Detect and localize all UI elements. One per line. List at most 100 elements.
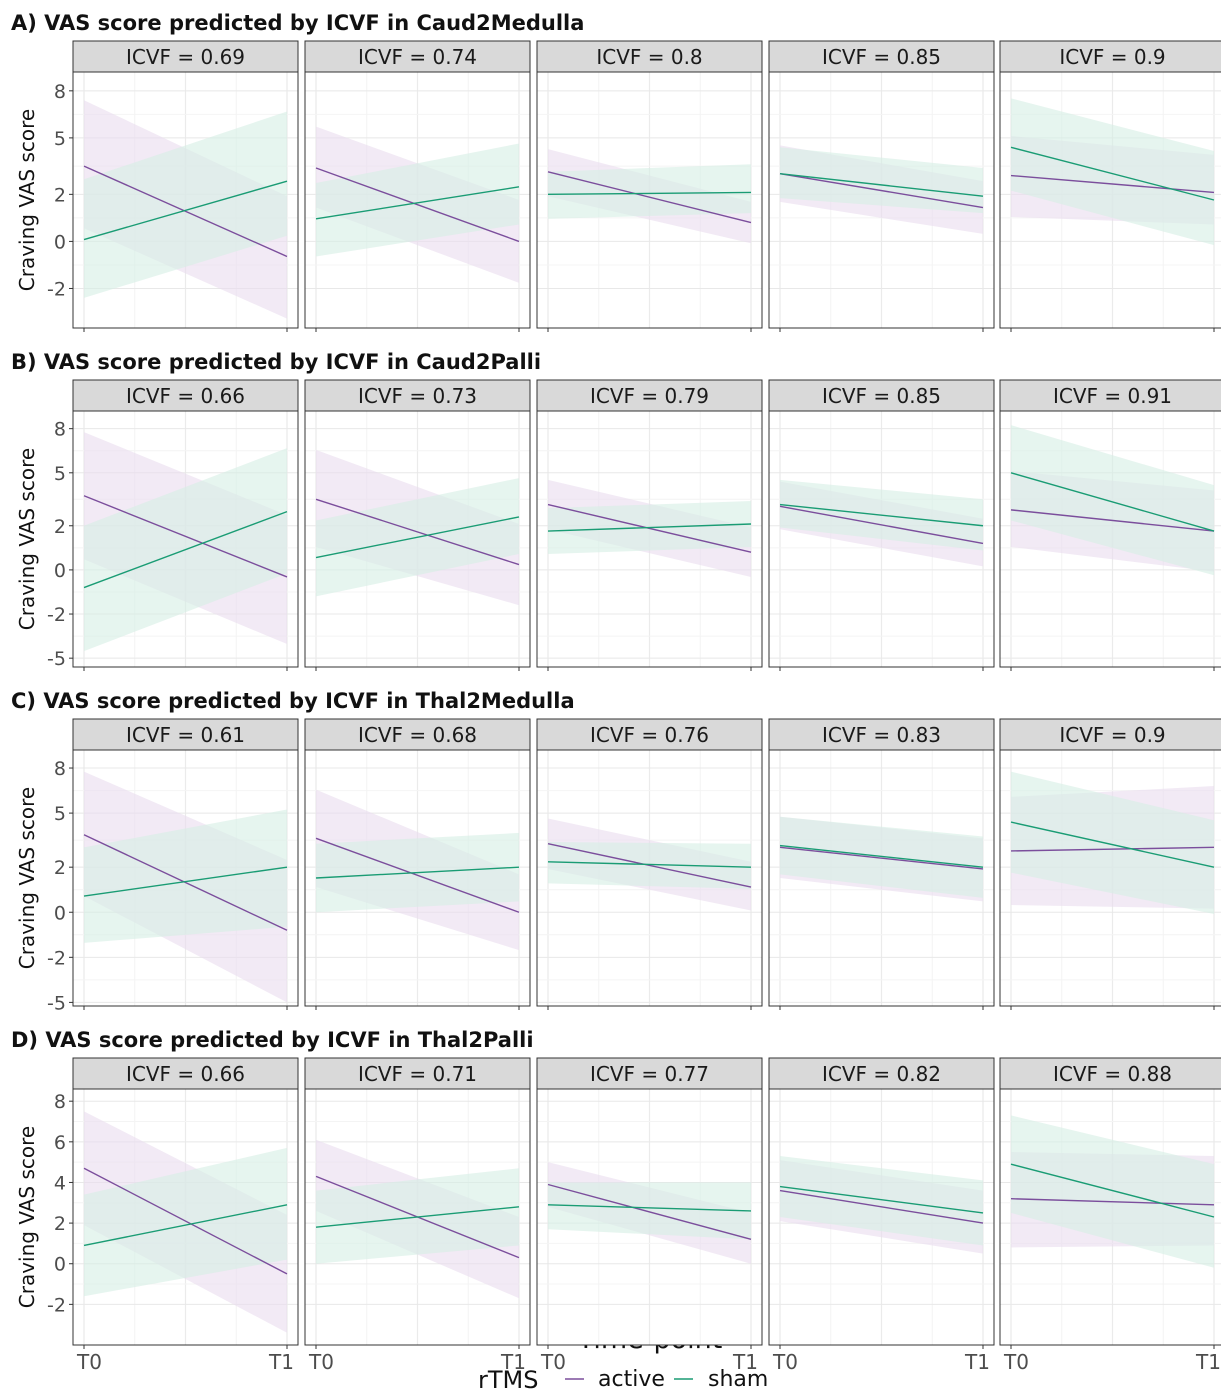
panel-border xyxy=(304,410,531,668)
legend: rTMS active sham xyxy=(478,1366,768,1392)
x-tick-label: T1 xyxy=(1195,1350,1221,1374)
active-line xyxy=(1010,174,1215,194)
y-tick-label: 2 xyxy=(54,857,66,879)
active-line xyxy=(547,843,752,888)
panel-border xyxy=(768,1088,995,1346)
sham-confidence-band xyxy=(780,1156,983,1246)
y-tick-label: -2 xyxy=(47,1294,66,1316)
active-line xyxy=(83,495,288,578)
sham-confidence-band xyxy=(84,111,287,298)
y-tick-label: 4 xyxy=(54,1172,66,1194)
x-tick-label: T0 xyxy=(772,1350,798,1374)
chart-row-4: D) VAS score predicted by ICVF in Thal2P… xyxy=(11,1028,1221,1374)
facet-strip-label: ICVF = 0.68 xyxy=(358,723,477,747)
facet-panel: ICVF = 0.8 xyxy=(536,40,763,332)
y-tick-label: 8 xyxy=(54,758,66,780)
legend-label-sham: sham xyxy=(708,1367,768,1392)
facet-strip xyxy=(768,1057,995,1090)
sham-line xyxy=(1010,821,1215,868)
active-line xyxy=(1010,1198,1215,1206)
panel-border xyxy=(72,410,299,668)
facet-strip-label: ICVF = 0.77 xyxy=(590,1062,709,1086)
panel-border xyxy=(72,1088,299,1346)
facet-panel: ICVF = 0.83 xyxy=(768,718,995,1010)
sham-line xyxy=(547,1204,752,1212)
sham-line xyxy=(547,523,752,532)
facet-panel: ICVF = 0.71 T0 T1 xyxy=(304,1057,531,1374)
facet-strip-label: ICVF = 0.66 xyxy=(126,384,245,408)
chart-row-2: B) VAS score predicted by ICVF in Caud2P… xyxy=(11,350,1221,671)
sham-confidence-band xyxy=(316,1168,519,1264)
y-tick-label: -5 xyxy=(47,992,66,1014)
y-tick-label: 0 xyxy=(54,231,66,253)
y-axis-title: Craving VAS score xyxy=(15,787,39,969)
sham-line xyxy=(779,172,984,197)
sham-line xyxy=(315,186,520,220)
y-tick-label: 0 xyxy=(54,1254,66,1276)
row-title: B) VAS score predicted by ICVF in Caud2P… xyxy=(11,350,541,374)
x-tick-label: T0 xyxy=(76,1350,102,1374)
facet-strip-label: ICVF = 0.9 xyxy=(1059,45,1165,69)
facet-strip xyxy=(536,40,763,73)
facet-panel: ICVF = 0.66 T0 T1 xyxy=(72,1057,299,1374)
panel-border xyxy=(304,749,531,1007)
sham-confidence-band xyxy=(1011,98,1214,246)
facet-strip xyxy=(304,718,531,751)
sham-line xyxy=(315,1206,520,1228)
sham-line xyxy=(83,510,288,589)
y-tick-label: 8 xyxy=(54,1091,66,1113)
y-tick-label: -2 xyxy=(47,604,66,626)
facet-panel: ICVF = 0.82 T0 T1 xyxy=(768,1057,995,1374)
facet-strip-label: ICVF = 0.71 xyxy=(358,1062,477,1086)
facet-strip xyxy=(304,379,531,412)
panel-border xyxy=(536,749,763,1007)
panel-border xyxy=(536,71,763,329)
facet-strip-label: ICVF = 0.69 xyxy=(126,45,245,69)
sham-confidence-band xyxy=(1011,1115,1214,1268)
facet-strip xyxy=(72,1057,299,1090)
y-axis-title: Craving VAS score xyxy=(15,448,39,630)
sham-confidence-band xyxy=(84,809,287,943)
facet-panel: ICVF = 0.9 xyxy=(999,40,1221,332)
facet-strip xyxy=(999,718,1221,751)
facet-panel: ICVF = 0.74 xyxy=(304,40,531,332)
panel-border xyxy=(768,749,995,1007)
sham-line xyxy=(547,861,752,868)
panel-border xyxy=(768,71,995,329)
facet-panel: ICVF = 0.68 xyxy=(304,718,531,1010)
sham-line xyxy=(1010,1163,1215,1218)
facet-strip xyxy=(768,379,995,412)
sham-line xyxy=(1010,146,1215,201)
y-tick-label: 2 xyxy=(54,1213,66,1235)
y-tick-label: 0 xyxy=(54,560,66,582)
active-line xyxy=(779,505,984,545)
facet-strip-label: ICVF = 0.85 xyxy=(822,45,941,69)
active-line xyxy=(547,171,752,224)
y-tick-label: 5 xyxy=(54,463,66,485)
y-tick-label: 6 xyxy=(54,1132,66,1154)
panel-border xyxy=(999,410,1221,668)
y-tick-label: 0 xyxy=(54,902,66,924)
chart-rows: A) VAS score predicted by ICVF in Caud2M… xyxy=(11,11,1221,1374)
sham-confidence-band xyxy=(1011,425,1214,576)
active-line xyxy=(547,503,752,553)
facet-strip-label: ICVF = 0.85 xyxy=(822,384,941,408)
panel-border xyxy=(304,1088,531,1346)
x-tick-label: T0 xyxy=(1003,1350,1029,1374)
y-tick-label: -5 xyxy=(47,648,66,670)
sham-line xyxy=(547,191,752,196)
active-line xyxy=(547,1183,752,1241)
facet-panel: ICVF = 0.73 xyxy=(304,379,531,671)
facet-strip-label: ICVF = 0.73 xyxy=(358,384,477,408)
sham-line xyxy=(315,866,520,879)
active-line xyxy=(315,498,520,566)
active-line xyxy=(779,172,984,209)
sham-line xyxy=(315,516,520,559)
facet-strip-label: ICVF = 0.76 xyxy=(590,723,709,747)
active-line xyxy=(315,837,520,913)
facet-panel: ICVF = 0.9 xyxy=(999,718,1221,1010)
facet-strip-label: ICVF = 0.88 xyxy=(1053,1062,1172,1086)
panel-border xyxy=(999,1088,1221,1346)
y-tick-label: 8 xyxy=(54,81,66,103)
facet-strip-label: ICVF = 0.83 xyxy=(822,723,941,747)
